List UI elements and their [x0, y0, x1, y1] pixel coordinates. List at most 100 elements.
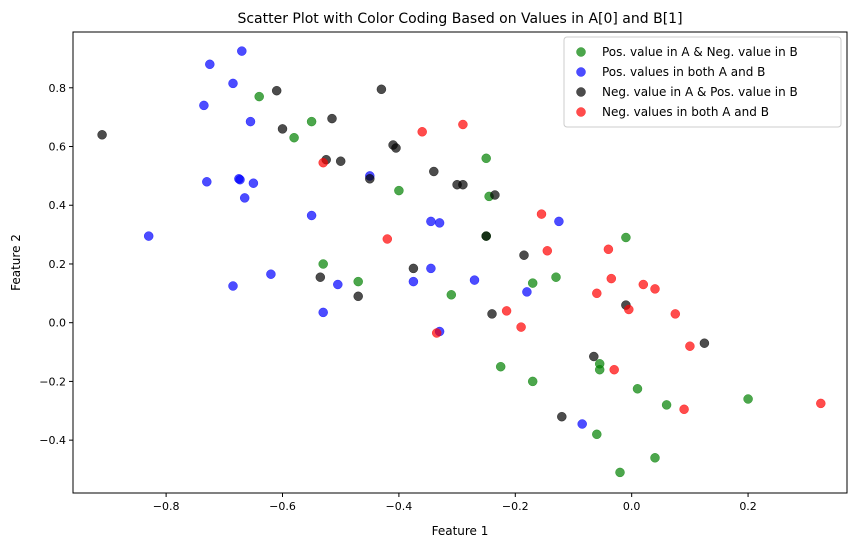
data-point [589, 351, 599, 362]
data-point [239, 193, 250, 203]
data-point [577, 419, 587, 429]
data-point [490, 190, 500, 200]
legend-marker [576, 47, 586, 57]
data-point [481, 231, 491, 241]
data-point [235, 174, 245, 185]
data-point [606, 273, 617, 284]
data-point [237, 46, 247, 56]
data-points [97, 46, 826, 478]
data-point [228, 78, 238, 89]
data-point [527, 278, 538, 288]
data-point [429, 166, 439, 177]
data-point [365, 174, 375, 184]
data-point [501, 306, 512, 316]
data-point [487, 309, 497, 319]
data-point [679, 404, 689, 415]
data-point [458, 179, 468, 190]
data-point [306, 116, 317, 127]
data-point [816, 398, 826, 409]
data-point [431, 328, 442, 338]
data-point [632, 384, 643, 394]
data-point [353, 276, 363, 287]
data-point [306, 210, 317, 221]
x-axis-label: Feature 1 [432, 524, 489, 538]
data-point [592, 288, 602, 299]
plot-frame [72, 31, 848, 494]
x-tick-label: −0.8 [153, 500, 180, 513]
data-point [205, 59, 215, 70]
y-tick-label: 0.6 [49, 141, 67, 154]
legend-label: Neg. value in A & Pos. value in B [602, 85, 798, 99]
data-point [408, 263, 419, 274]
data-point [516, 322, 526, 332]
chart-title: Scatter Plot with Color Coding Based on … [237, 11, 682, 27]
series-4 [318, 119, 826, 415]
data-point [248, 178, 259, 188]
data-point [551, 272, 561, 282]
data-point [434, 218, 445, 228]
data-point [624, 304, 634, 315]
data-point [426, 263, 436, 274]
data-point [670, 309, 681, 319]
data-point [426, 216, 436, 227]
data-point [458, 119, 468, 130]
data-point [621, 232, 631, 243]
data-point [650, 453, 660, 463]
data-point [536, 209, 547, 219]
data-point [522, 287, 532, 297]
data-point [481, 153, 491, 164]
data-point [615, 467, 625, 478]
legend-box [563, 36, 842, 128]
data-point [199, 100, 209, 111]
data-point [594, 364, 605, 375]
legend-item: Pos. values in both A and B [576, 65, 765, 79]
data-point [603, 244, 614, 255]
data-point [542, 246, 553, 256]
legend-marker [576, 67, 586, 77]
data-point [685, 341, 695, 351]
data-point [327, 113, 337, 124]
legend-item: Neg. value in A & Pos. value in B [576, 85, 798, 99]
series-2 [143, 46, 587, 429]
data-point [333, 279, 343, 290]
y-tick-label: 0.8 [49, 82, 67, 95]
data-point [554, 216, 564, 227]
data-point [143, 231, 154, 241]
y-tick-label: 0.0 [49, 317, 67, 330]
y-tick-label: −0.4 [39, 434, 66, 447]
data-point [318, 157, 328, 168]
data-point [743, 394, 753, 404]
data-point [202, 177, 212, 187]
data-point [315, 272, 326, 282]
y-tick-label: −0.2 [39, 375, 66, 388]
x-tick-label: 0.2 [739, 500, 757, 513]
data-point [650, 284, 660, 294]
data-point [699, 338, 710, 348]
data-point [376, 84, 387, 95]
legend-item: Neg. values in both A and B [576, 105, 769, 119]
data-point [495, 361, 506, 372]
data-point [469, 275, 480, 285]
data-point [609, 364, 619, 375]
plot-area: −0.8 −0.6 −0.4 −0.2 0.0 0.2 −0.4 −0.2 0.0 0.2 0.4… [39, 31, 848, 513]
data-point [277, 124, 288, 134]
y-tick-label: 0.4 [49, 199, 67, 212]
data-point [527, 376, 538, 387]
data-point [417, 127, 427, 137]
data-point [245, 116, 256, 127]
data-point [408, 276, 419, 287]
legend-marker [576, 107, 586, 117]
legend-label: Pos. value in A & Neg. value in B [602, 45, 798, 59]
legend-label: Pos. values in both A and B [602, 65, 765, 79]
data-point [335, 156, 346, 166]
data-point [382, 234, 393, 244]
x-axis-ticks: −0.8 −0.6 −0.4 −0.2 0.0 0.2 [153, 493, 757, 513]
data-point [661, 400, 672, 410]
data-point [394, 185, 404, 196]
data-point [353, 291, 363, 302]
legend-item: Pos. value in A & Neg. value in B [576, 45, 798, 59]
data-point [97, 130, 107, 140]
legend: Pos. value in A & Neg. value in B Pos. va… [563, 36, 842, 128]
data-point [266, 269, 276, 279]
data-point [271, 85, 282, 96]
